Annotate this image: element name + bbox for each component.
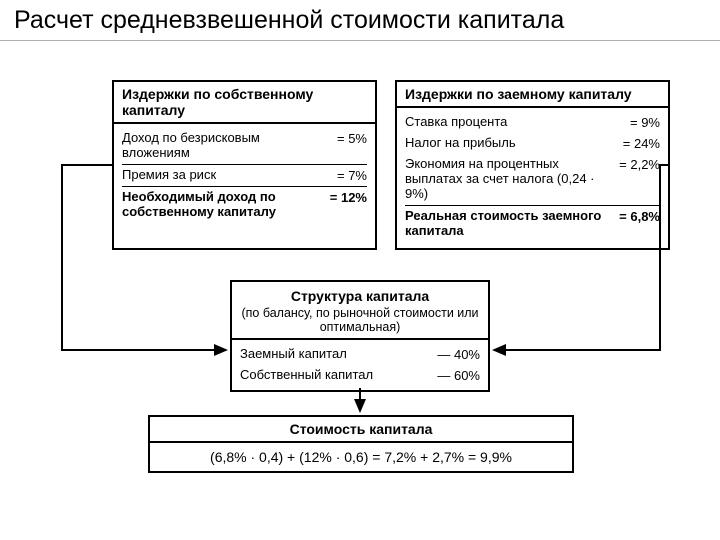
debt-row: Реальная стоимость заемного капитала = 6… <box>405 205 660 242</box>
row-value: = 5% <box>331 131 367 146</box>
page-title: Расчет средневзвешенной стоимости капита… <box>14 6 564 35</box>
structure-title: Структура капитала <box>240 286 480 304</box>
result-title: Стоимость капитала <box>150 417 572 443</box>
row-label: Необходимый доход по собственному капита… <box>122 190 324 220</box>
row-label: Заемный капитал <box>240 347 431 362</box>
row-value: = 6,8% <box>613 209 660 224</box>
row-label: Экономия на процентных выплатах за счет … <box>405 157 613 202</box>
equity-row: Доход по безрисковым вложениям = 5% <box>122 128 367 164</box>
debt-row: Ставка процента = 9% <box>405 112 660 133</box>
row-label: Доход по безрисковым вложениям <box>122 131 331 161</box>
row-label: Премия за риск <box>122 168 331 183</box>
debt-row: Экономия на процентных выплатах за счет … <box>405 154 660 205</box>
row-value: = 9% <box>624 115 660 130</box>
debt-row: Налог на прибыль = 24% <box>405 133 660 154</box>
structure-row: Собственный капитал — 60% <box>240 365 480 386</box>
equity-cost-box: Издержки по собственному капиталу Доход … <box>112 80 377 250</box>
row-value: = 12% <box>324 190 367 205</box>
cost-of-capital-box: Стоимость капитала (6,8% · 0,4) + (12% ·… <box>148 415 574 473</box>
row-value: = 24% <box>617 136 660 151</box>
equity-row: Премия за риск = 7% <box>122 164 367 186</box>
row-value: — 60% <box>431 368 480 383</box>
row-value: = 7% <box>331 168 367 183</box>
equity-row: Необходимый доход по собственному капита… <box>122 186 367 223</box>
row-label: Реальная стоимость заемного капитала <box>405 209 613 239</box>
capital-structure-box: Структура капитала (по балансу, по рыноч… <box>230 280 490 392</box>
structure-subtitle: (по балансу, по рыночной стоимости или о… <box>232 304 488 340</box>
equity-header: Издержки по собственному капиталу <box>114 82 375 124</box>
title-underline <box>0 40 720 41</box>
structure-row: Заемный капитал — 40% <box>240 344 480 365</box>
debt-cost-box: Издержки по заемному капиталу Ставка про… <box>395 80 670 250</box>
row-value: — 40% <box>431 347 480 362</box>
row-label: Ставка процента <box>405 115 624 130</box>
row-value: = 2,2% <box>613 157 660 172</box>
row-label: Налог на прибыль <box>405 136 617 151</box>
result-formula: (6,8% · 0,4) + (12% · 0,6) = 7,2% + 2,7%… <box>158 443 564 467</box>
row-label: Собственный капитал <box>240 368 431 383</box>
debt-header: Издержки по заемному капиталу <box>397 82 668 108</box>
